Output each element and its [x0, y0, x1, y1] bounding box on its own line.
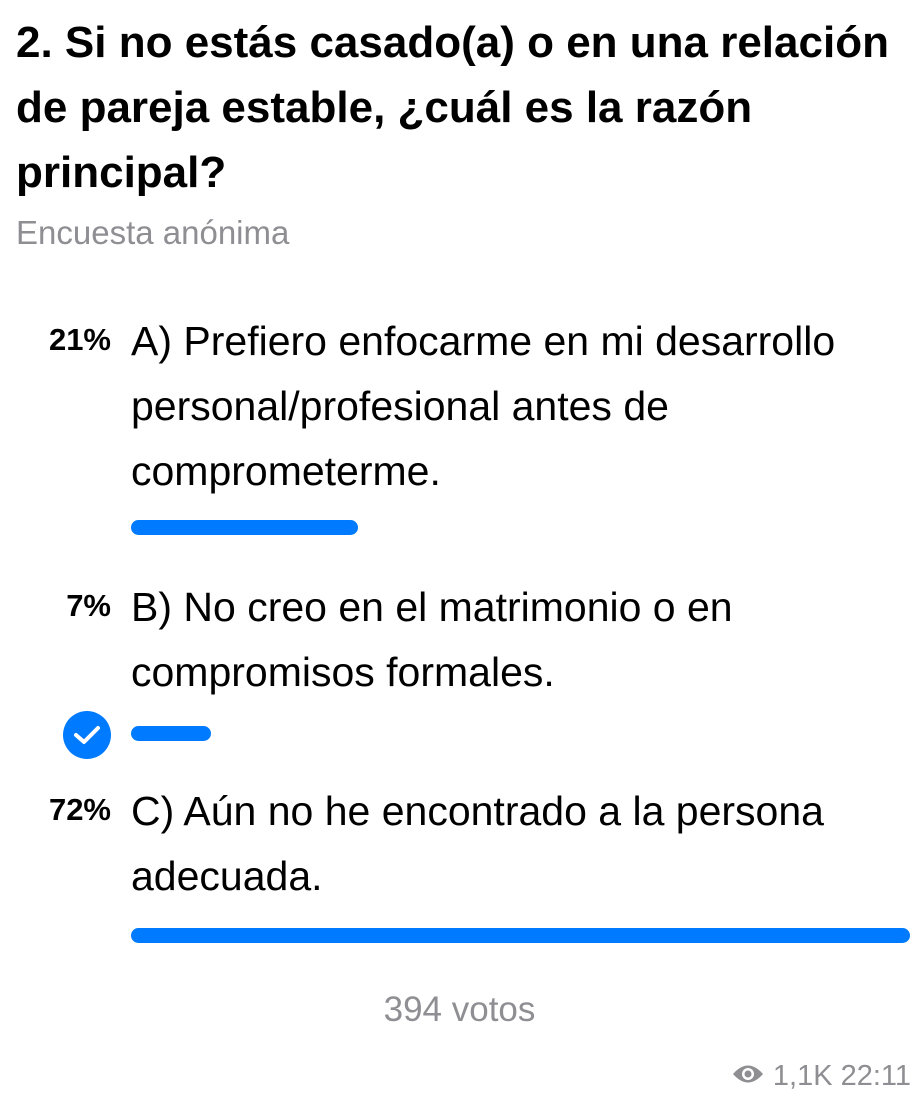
poll-type-label: Encuesta anónima — [16, 214, 290, 251]
option-result-bar — [131, 520, 359, 535]
option-percent: 7% — [66, 588, 111, 623]
view-count: 1,1K — [772, 1060, 833, 1092]
option-text: C) Aún no he encontrado a la persona ade… — [131, 788, 824, 899]
eye-icon — [731, 1060, 765, 1093]
message-time: 22:11 — [840, 1060, 911, 1092]
option-result-bar — [131, 928, 910, 943]
option-text: B) No creo en el matrimonio o en comprom… — [131, 584, 733, 695]
selected-check-icon — [63, 711, 111, 759]
option-text: A) Prefiero enfocarme en mi desarrollo p… — [131, 318, 836, 494]
vote-count[interactable]: 394 votos — [383, 990, 536, 1029]
poll-title: 2. Si no estás casado(a) o en una relaci… — [16, 18, 889, 197]
option-percent: 21% — [48, 322, 111, 357]
message-meta: 1,1K 22:11 — [731, 1060, 911, 1093]
option-result-bar — [131, 726, 211, 741]
option-percent: 72% — [48, 792, 111, 827]
